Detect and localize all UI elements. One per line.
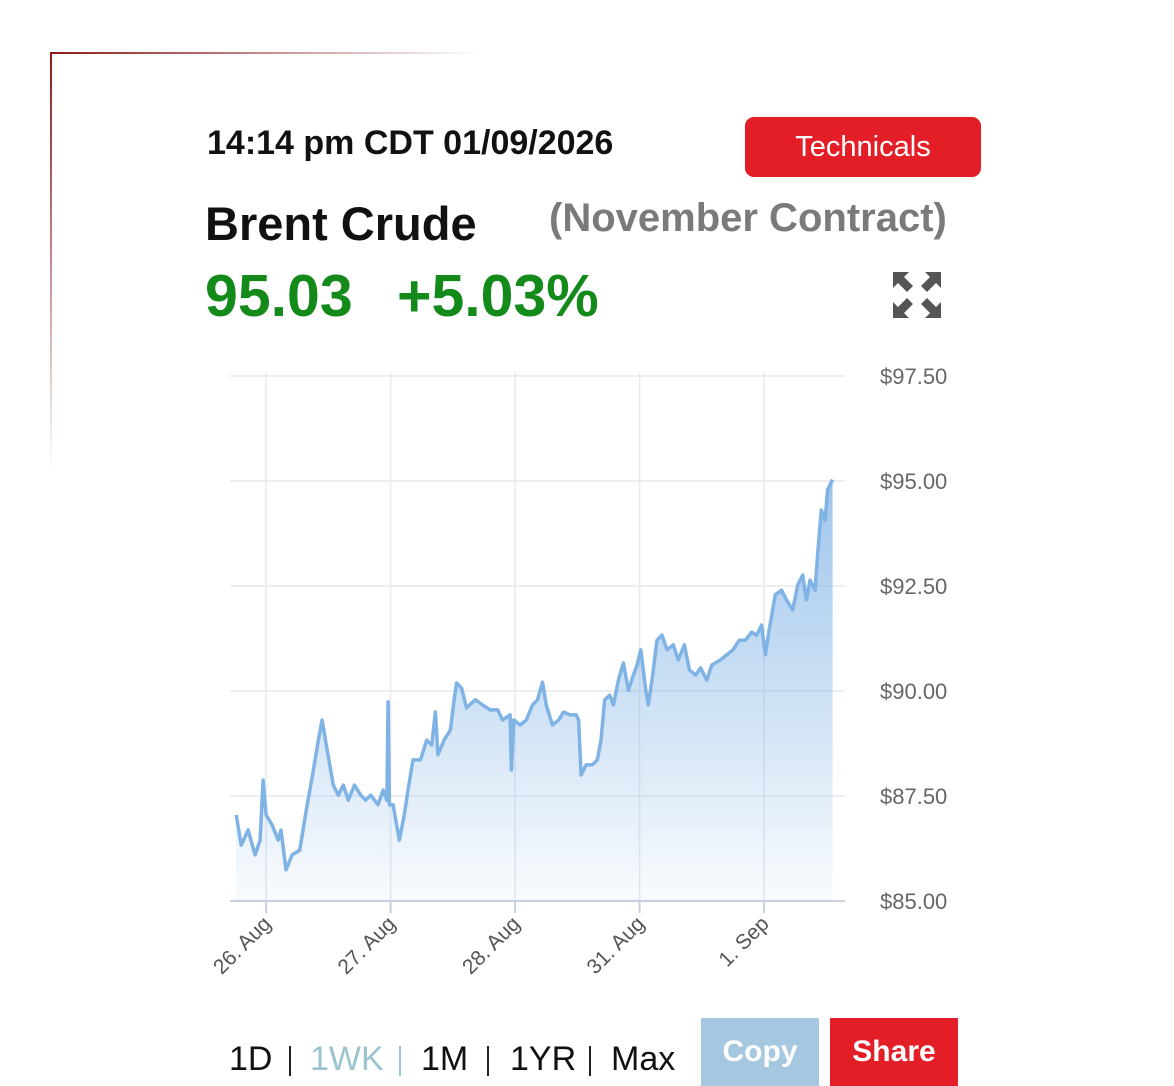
technicals-button[interactable]: Technicals	[745, 117, 981, 177]
y-tick-label: $97.50	[880, 364, 947, 389]
timestamp: 14:14 pm CDT 01/09/2026	[207, 124, 614, 162]
range-max[interactable]: Max	[611, 1040, 676, 1078]
separator	[399, 1046, 401, 1076]
y-tick-label: $87.50	[880, 784, 947, 809]
price-line	[234, 478, 835, 872]
expand-icon[interactable]	[893, 272, 941, 318]
frame-edge	[50, 52, 480, 54]
price: 95.03	[205, 263, 353, 329]
frame-edge	[50, 52, 52, 472]
x-tick-label: 28. Aug	[458, 912, 525, 979]
chart: $85.00 $87.50 $90.00 $92.50 $95.00 $97.50 26. …	[209, 364, 947, 979]
contract: (November Contract)	[549, 196, 947, 240]
separator	[487, 1046, 489, 1076]
share-button[interactable]: Share	[830, 1018, 958, 1086]
y-tick-label: $85.00	[880, 889, 947, 914]
y-tick-label: $90.00	[880, 679, 947, 704]
copy-button[interactable]: Copy	[701, 1018, 819, 1086]
separator	[589, 1046, 591, 1076]
y-tick-label: $95.00	[880, 469, 947, 494]
separator	[289, 1046, 291, 1076]
area-fill	[236, 479, 833, 901]
range-1d[interactable]: 1D	[229, 1040, 273, 1078]
range-1m[interactable]: 1M	[421, 1040, 469, 1078]
range-1wk[interactable]: 1WK	[310, 1040, 384, 1078]
change: +5.03%	[397, 263, 599, 329]
x-tick-label: 26. Aug	[209, 912, 276, 979]
x-tick-label: 27. Aug	[333, 912, 400, 979]
instrument-name: Brent Crude	[205, 197, 477, 250]
range-1yr[interactable]: 1YR	[510, 1040, 577, 1078]
x-tick-label: 1. Sep	[714, 912, 773, 971]
y-tick-label: $92.50	[880, 574, 947, 599]
x-tick-label: 31. Aug	[582, 912, 649, 979]
